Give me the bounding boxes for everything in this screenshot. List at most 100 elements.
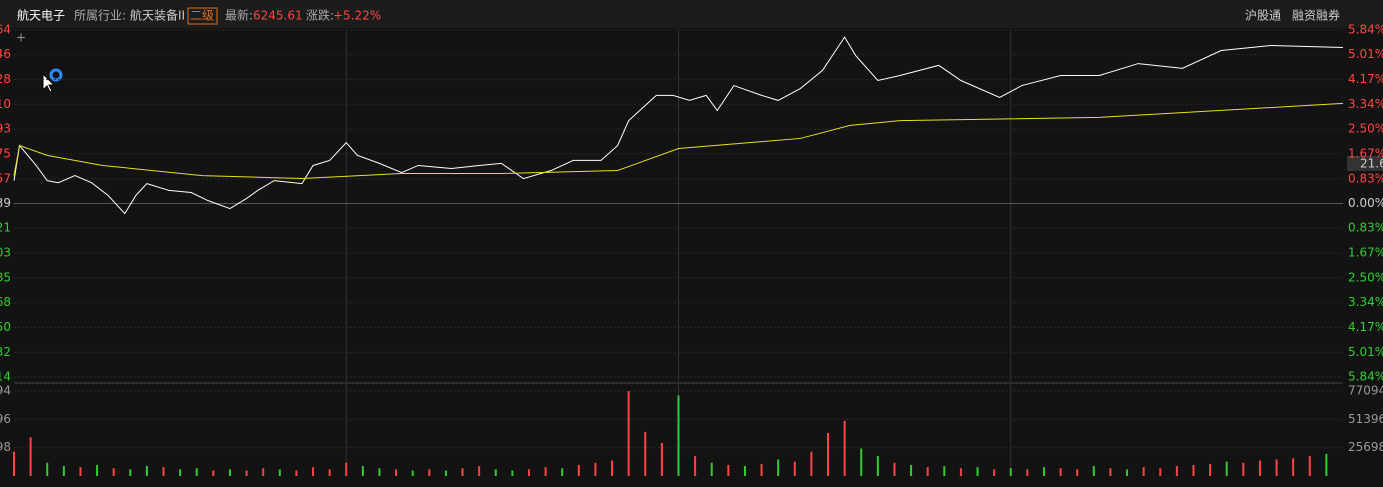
volume-bar bbox=[694, 456, 697, 476]
volume-bar bbox=[278, 469, 281, 476]
volume-bar bbox=[228, 469, 231, 476]
volume-bar bbox=[428, 469, 431, 476]
volume-bar bbox=[843, 420, 846, 476]
volume-bar bbox=[96, 464, 99, 476]
volume-bar bbox=[1076, 469, 1079, 476]
volume-bar bbox=[245, 470, 248, 476]
left-tick-label: 75 bbox=[0, 146, 11, 160]
volume-bar bbox=[328, 469, 331, 476]
left-tick-label: 96 bbox=[0, 412, 11, 426]
volume-bar bbox=[777, 459, 780, 476]
volume-bar bbox=[910, 464, 913, 476]
header-bar bbox=[0, 0, 1383, 28]
volume-bar bbox=[145, 466, 148, 476]
y-tick-label: 4.17% bbox=[1348, 72, 1383, 86]
left-tick-label: 28 bbox=[0, 72, 11, 86]
volume-bar bbox=[345, 462, 348, 476]
volume-bar bbox=[926, 467, 929, 476]
stock-name[interactable]: 航天电子 bbox=[17, 8, 65, 23]
y-tick-label: 0.83% bbox=[1348, 171, 1383, 185]
y-tick-label: 3.34% bbox=[1348, 295, 1383, 309]
volume-bar bbox=[594, 462, 597, 476]
left-tick-label: 98 bbox=[0, 440, 11, 454]
volume-bar bbox=[295, 470, 298, 476]
badge: 21.6 bbox=[1360, 157, 1383, 171]
volume-bar bbox=[312, 467, 315, 476]
volume-bar bbox=[478, 466, 481, 476]
volume-bar bbox=[1258, 460, 1261, 476]
left-tick-label: 94 bbox=[0, 384, 11, 398]
volume-bar bbox=[13, 451, 15, 476]
volume-bar bbox=[611, 460, 614, 476]
volume-bar bbox=[1175, 466, 1178, 476]
y-tick-label: 0.00% bbox=[1348, 196, 1383, 210]
crosshair-icon[interactable]: + bbox=[16, 31, 26, 45]
left-tick-label: 21 bbox=[0, 221, 11, 235]
volume-bar bbox=[395, 469, 398, 476]
volume-bar bbox=[494, 469, 497, 476]
y-tick-label: 5.01% bbox=[1348, 345, 1383, 359]
volume-bar bbox=[893, 462, 896, 476]
left-tick-label: 50 bbox=[0, 320, 11, 334]
volume-bar bbox=[793, 461, 796, 476]
volume-bar bbox=[461, 468, 464, 476]
volume-bar bbox=[162, 467, 165, 476]
volume-bar bbox=[577, 464, 580, 476]
volume-bar bbox=[1009, 468, 1012, 476]
volume-bar bbox=[1308, 456, 1311, 476]
left-tick-label: 68 bbox=[0, 295, 11, 309]
price-line bbox=[13, 102, 1344, 180]
volume-bar bbox=[1026, 469, 1029, 476]
volume-bar bbox=[976, 467, 979, 476]
volume-bar bbox=[677, 395, 680, 476]
y-tick-label: 5.84% bbox=[1348, 23, 1383, 37]
volume-bar bbox=[1275, 459, 1278, 476]
left-tick-label: 03 bbox=[0, 246, 11, 260]
volume-bar bbox=[959, 468, 962, 476]
left-tick-label: 46 bbox=[0, 47, 11, 61]
left-tick-label: 39 bbox=[0, 196, 11, 210]
y-tick-label: 5.84% bbox=[1348, 370, 1383, 384]
y-tick-label: 5.01% bbox=[1348, 47, 1383, 61]
left-tick-label: 57 bbox=[0, 171, 11, 185]
left-tick-label: 93 bbox=[0, 122, 11, 136]
volume-bar bbox=[943, 466, 946, 476]
button[interactable]: 沪股通 bbox=[1245, 9, 1281, 23]
volume-bar bbox=[212, 470, 215, 476]
volume-bar bbox=[361, 466, 364, 476]
volume-bar bbox=[810, 451, 813, 476]
button[interactable]: 融资融券 bbox=[1292, 8, 1340, 23]
badge-box bbox=[1347, 156, 1383, 171]
volume-bar bbox=[1126, 469, 1129, 476]
volume-bar bbox=[743, 466, 746, 476]
volume-bar bbox=[195, 468, 198, 476]
left-tick-label: 14 bbox=[0, 370, 11, 384]
volume-bar bbox=[1192, 464, 1195, 476]
volume-bar bbox=[378, 468, 381, 476]
volume-bar bbox=[527, 469, 530, 476]
volume-bar bbox=[1042, 467, 1045, 476]
y-tick-label: 2.50% bbox=[1348, 122, 1383, 136]
y-tick-label: 2.50% bbox=[1348, 270, 1383, 284]
volume-bar bbox=[710, 462, 713, 476]
level-box bbox=[187, 7, 218, 25]
y-tick-label: 51396 bbox=[1348, 412, 1383, 426]
volume-bar bbox=[1292, 458, 1295, 476]
volume-bar bbox=[1242, 462, 1245, 476]
volume-bar bbox=[627, 391, 630, 476]
volume-bar bbox=[1209, 463, 1212, 476]
volume-bar bbox=[1225, 461, 1228, 476]
level[interactable]: 二级 bbox=[190, 9, 214, 23]
y-tick-label: 1.67% bbox=[1348, 246, 1383, 260]
volume-bar bbox=[561, 468, 564, 476]
change-label: 涨跌: bbox=[306, 8, 334, 23]
volume-bar bbox=[411, 470, 414, 476]
volume-bar bbox=[660, 442, 663, 476]
industry[interactable]: 航天装备II bbox=[130, 8, 185, 23]
volume-bar bbox=[262, 468, 265, 476]
volume-bar bbox=[993, 469, 996, 476]
left-tick-label: 85 bbox=[0, 270, 11, 284]
y-tick-label: 0.83% bbox=[1348, 221, 1383, 235]
volume-bar bbox=[1109, 468, 1112, 476]
left-tick-label: 64 bbox=[0, 23, 11, 37]
